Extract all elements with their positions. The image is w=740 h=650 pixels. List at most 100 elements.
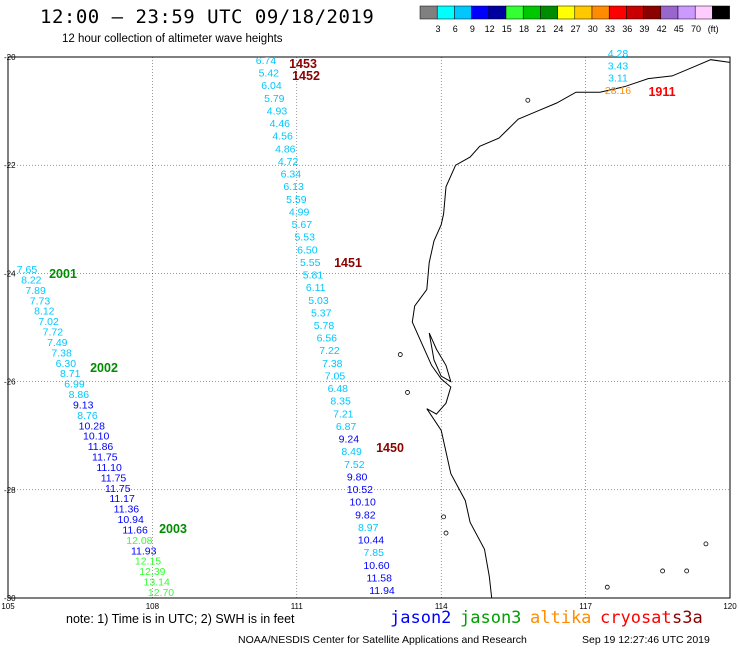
wave-height-value: 9.82 <box>355 509 376 521</box>
wave-height-value: 8.49 <box>341 446 362 458</box>
colorbar-swatch <box>677 5 696 20</box>
colorbar-swatch <box>540 5 558 20</box>
colorbar-swatch <box>488 5 507 20</box>
wave-height-value: 13.14 <box>144 577 170 589</box>
wave-height-value: 6.34 <box>281 169 302 181</box>
lat-tick-label: -20 <box>4 53 16 62</box>
island <box>405 390 410 395</box>
colorbar-label: 18 <box>519 24 529 34</box>
colorbar-label: 21 <box>536 24 546 34</box>
colorbar-swatch <box>591 5 610 20</box>
lon-tick-label: 108 <box>146 602 160 611</box>
wave-height-value: 10.10 <box>350 497 376 509</box>
wave-height-value: 7.38 <box>322 358 343 370</box>
lat-tick-label: -24 <box>4 269 16 278</box>
lon-tick-label: 111 <box>291 602 304 611</box>
island <box>397 352 403 357</box>
wave-height-value: 8.71 <box>60 368 81 380</box>
wave-height-value: 3.11 <box>608 73 628 85</box>
wave-height-value: 11.58 <box>366 572 392 584</box>
wave-height-value: 7.85 <box>363 547 384 559</box>
lon-tick-label: 105 <box>1 602 15 611</box>
colorbar-swatch <box>557 5 576 20</box>
wave-height-value: 6.87 <box>336 421 357 433</box>
wave-height-value: 11.17 <box>109 493 135 505</box>
wave-height-value: 5.81 <box>303 270 324 282</box>
colorbar-label: (ft) <box>708 24 719 34</box>
wave-height-value: 11.94 <box>369 585 395 597</box>
colorbar-label: 45 <box>674 24 684 34</box>
track-time-label: 1451 <box>334 256 362 270</box>
wave-height-value: 10.60 <box>363 560 389 572</box>
wave-height-value: 7.38 <box>51 347 72 359</box>
island <box>684 568 690 574</box>
wave-height-value: 8.22 <box>21 274 42 286</box>
colorbar-label: 70 <box>691 24 701 34</box>
wave-height-value: 28.16 <box>605 85 631 97</box>
wave-height-value: 8.12 <box>34 306 55 318</box>
track-time-label: 1911 <box>648 85 675 99</box>
wave-height-value: 11.86 <box>88 441 114 453</box>
wave-height-value: 6.48 <box>328 383 349 395</box>
satellite-tracks: 6.745.426.045.794.934.464.564.864.726.34… <box>17 48 676 599</box>
wave-height-value: 11.75 <box>92 452 118 464</box>
wave-height-value: 12.08 <box>126 535 152 547</box>
island <box>525 97 531 103</box>
lon-tick-label: 120 <box>723 602 737 611</box>
colorbar-label: 6 <box>453 24 458 34</box>
wave-height-value: 7.05 <box>325 371 346 383</box>
wave-height-value: 6.56 <box>317 333 338 345</box>
legend-s3a: s3a <box>672 608 703 628</box>
colorbar-swatch <box>712 5 730 20</box>
wave-height-value: 10.28 <box>79 420 105 432</box>
credit-line: NOAA/NESDIS Center for Satellite Applica… <box>238 634 527 646</box>
wave-height-value: 7.21 <box>333 408 354 420</box>
peninsula-outline <box>428 332 452 383</box>
track-time-label: 2001 <box>49 267 77 281</box>
wave-height-value: 6.04 <box>261 80 282 92</box>
wave-height-value: 9.24 <box>339 434 360 446</box>
colorbar-label: 42 <box>657 24 667 34</box>
wave-height-value: 6.99 <box>64 379 85 391</box>
colorbar-swatch <box>454 5 472 20</box>
legend-jason2: jason2 <box>390 608 452 628</box>
colorbar-swatch <box>419 5 438 20</box>
wave-height-value: 6.30 <box>56 358 77 370</box>
wave-height-value: 11.75 <box>101 472 127 484</box>
wave-height-value: 6.74 <box>256 55 277 67</box>
colorbar-label: 3 <box>435 24 440 34</box>
wave-height-value: 11.75 <box>105 483 131 495</box>
island <box>441 514 447 520</box>
wave-height-value: 7.49 <box>47 337 68 349</box>
wave-height-value: 11.66 <box>122 525 148 537</box>
map-subtitle: 12 hour collection of altimeter wave hei… <box>62 33 283 45</box>
lat-tick-label: -26 <box>4 378 16 387</box>
lat-tick-label: -22 <box>4 161 16 170</box>
wave-height-value: 4.86 <box>275 143 296 155</box>
coastline-path <box>411 59 731 599</box>
colorbar-label: 15 <box>502 24 512 34</box>
wave-height-value: 11.36 <box>114 504 140 516</box>
colorbar-label: 39 <box>639 24 649 34</box>
wave-height-value: 4.46 <box>270 118 291 130</box>
colorbar-swatch <box>643 5 662 20</box>
colorbar-swatch <box>522 5 541 20</box>
track-time-label: 1453 <box>289 57 317 71</box>
wave-height-value: 7.52 <box>344 459 365 471</box>
lon-tick-label: 114 <box>435 602 448 611</box>
map-title: 12:00 — 23:59 UTC 09/18/2019 <box>40 6 375 28</box>
wave-height-value: 7.89 <box>25 285 46 297</box>
track-time-label: 1450 <box>376 441 404 455</box>
colorbar-swatch <box>471 5 490 20</box>
wave-height-value: 4.28 <box>608 48 629 60</box>
wave-height-value: 9.80 <box>347 471 368 483</box>
wave-height-value: 7.22 <box>319 345 340 357</box>
wave-height-value: 5.37 <box>311 307 332 319</box>
wave-height-value: 4.72 <box>278 156 299 168</box>
wave-height-value: 7.72 <box>43 327 64 339</box>
wave-height-value: 8.97 <box>358 522 379 534</box>
lat-tick-label: -30 <box>4 594 16 603</box>
wave-height-value: 5.67 <box>292 219 313 231</box>
